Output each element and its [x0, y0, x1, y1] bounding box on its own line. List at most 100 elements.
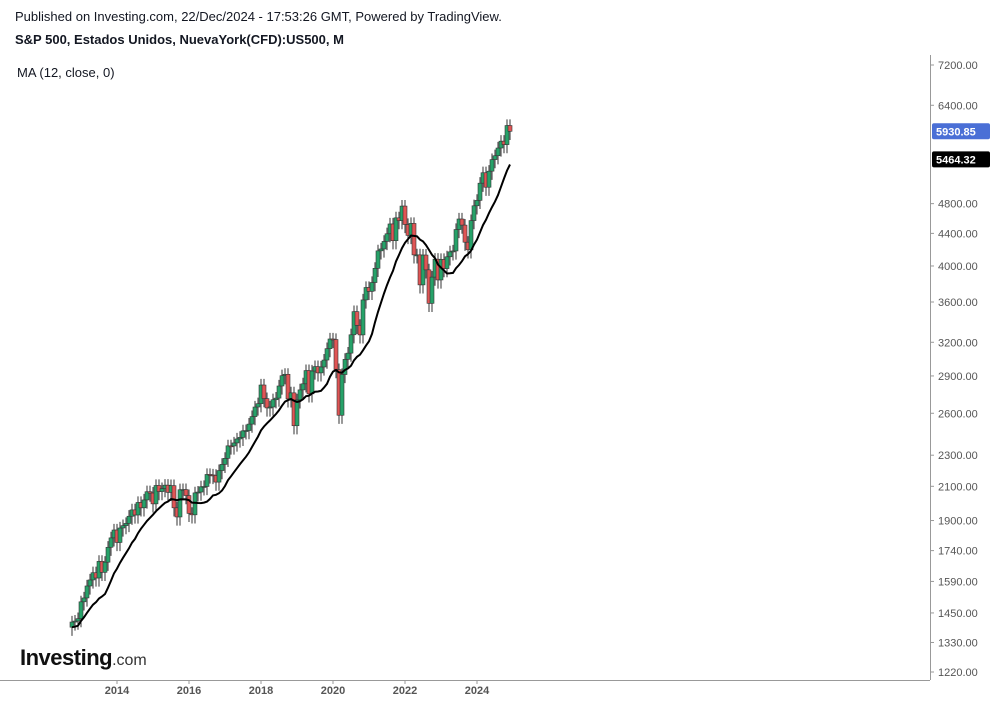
- candle-body: [486, 170, 492, 188]
- x-tick-label: 2024: [465, 685, 490, 697]
- candle-body: [273, 397, 279, 401]
- y-tick-label: 7200.00: [938, 60, 978, 72]
- published-notice: Published on Investing.com, 22/Dec/2024 …: [15, 9, 502, 24]
- candle-body: [423, 254, 429, 271]
- y-tick-label: 1220.00: [938, 667, 978, 679]
- y-tick-label: 1590.00: [938, 576, 978, 588]
- candle-body: [294, 399, 300, 427]
- candle-body: [81, 597, 87, 603]
- candle-body: [243, 430, 249, 432]
- candle-body: [393, 217, 399, 241]
- candle-body: [504, 125, 510, 145]
- candle-body: [459, 218, 465, 226]
- investing-logo: Investing.com: [20, 645, 147, 670]
- candle-body: [147, 491, 153, 494]
- candle-body: [477, 182, 483, 201]
- candle-body: [324, 348, 330, 361]
- candle-body: [201, 486, 207, 488]
- candle-body: [246, 423, 252, 431]
- y-tick-label: 1900.00: [938, 516, 978, 528]
- candle-body: [120, 525, 126, 529]
- last-price-badge-bg: [932, 123, 990, 140]
- candle-body: [87, 579, 93, 587]
- candle-body: [342, 359, 348, 375]
- y-tick-label: 6400.00: [938, 100, 978, 112]
- candle-body: [249, 416, 255, 425]
- candle-body: [105, 546, 111, 563]
- candle-body: [297, 389, 303, 401]
- y-tick-label: 2300.00: [938, 450, 978, 462]
- ma-value-badge-bg: [932, 151, 990, 168]
- candle-body: [195, 491, 201, 494]
- candle-body: [123, 523, 129, 526]
- candle-body: [339, 374, 345, 416]
- candle-body: [234, 438, 240, 444]
- candle-body: [177, 489, 183, 518]
- candle-body: [276, 385, 282, 399]
- y-tick-label: 4400.00: [938, 228, 978, 240]
- ma-indicator-label[interactable]: MA (12, close, 0): [17, 65, 115, 80]
- candle-body: [279, 375, 285, 387]
- candle-body: [171, 485, 177, 509]
- candle-body: [300, 383, 306, 391]
- x-tick-label: 2018: [249, 685, 273, 697]
- y-tick-label: 3600.00: [938, 297, 978, 309]
- candle-body: [261, 384, 267, 399]
- x-tick-label: 2014: [105, 685, 130, 697]
- candle-body: [222, 458, 228, 465]
- candle-body: [252, 406, 258, 417]
- candle-body: [378, 248, 384, 252]
- candle-body: [495, 147, 501, 157]
- candle-body: [198, 486, 204, 493]
- candle-body: [360, 299, 366, 336]
- candle-body: [240, 430, 246, 438]
- candle-body: [141, 499, 147, 509]
- candle-body: [270, 399, 276, 408]
- ma-line: [71, 164, 511, 629]
- candle-body: [384, 233, 390, 242]
- candle-body: [372, 267, 378, 283]
- y-tick-label: 2100.00: [938, 481, 978, 493]
- candle-body: [321, 359, 327, 368]
- candle-body: [363, 287, 369, 301]
- candle-body: [84, 585, 90, 599]
- y-tick-label: 4000.00: [938, 261, 978, 273]
- candle-body: [159, 488, 165, 492]
- candle-body: [429, 276, 435, 304]
- candle-body: [369, 282, 375, 292]
- x-tick-label: 2022: [393, 685, 417, 697]
- candle-body: [471, 205, 477, 221]
- candle-body: [453, 229, 459, 252]
- candle-body: [102, 561, 108, 573]
- candle-body: [345, 352, 351, 360]
- x-tick-label: 2020: [321, 685, 345, 697]
- candle-body: [402, 205, 408, 225]
- x-tick-label: 2016: [177, 685, 201, 697]
- candle-body: [75, 618, 81, 622]
- y-tick-label: 1450.00: [938, 608, 978, 620]
- candle-body: [444, 256, 450, 269]
- candle-body: [186, 495, 192, 514]
- last-price-badge: 5930.85: [936, 126, 976, 138]
- candle-body: [108, 537, 114, 548]
- candle-body: [507, 125, 513, 132]
- candle-body: [264, 398, 270, 409]
- candle-body: [309, 370, 315, 395]
- candle-body: [462, 224, 468, 243]
- candle-body: [216, 470, 222, 483]
- candle-body: [468, 220, 474, 251]
- candle-body: [126, 515, 132, 524]
- y-tick-label: 2900.00: [938, 371, 978, 383]
- y-tick-label: 1740.00: [938, 546, 978, 558]
- candle-body: [492, 155, 498, 160]
- candle-body: [228, 445, 234, 448]
- y-tick-label: 1330.00: [938, 637, 978, 649]
- candle-body: [219, 464, 225, 471]
- candle-body: [348, 334, 354, 354]
- candle-body: [285, 373, 291, 400]
- candle-body: [327, 338, 333, 349]
- y-tick-label: 3200.00: [938, 337, 978, 349]
- candle-body: [183, 489, 189, 496]
- candle-body: [231, 442, 237, 447]
